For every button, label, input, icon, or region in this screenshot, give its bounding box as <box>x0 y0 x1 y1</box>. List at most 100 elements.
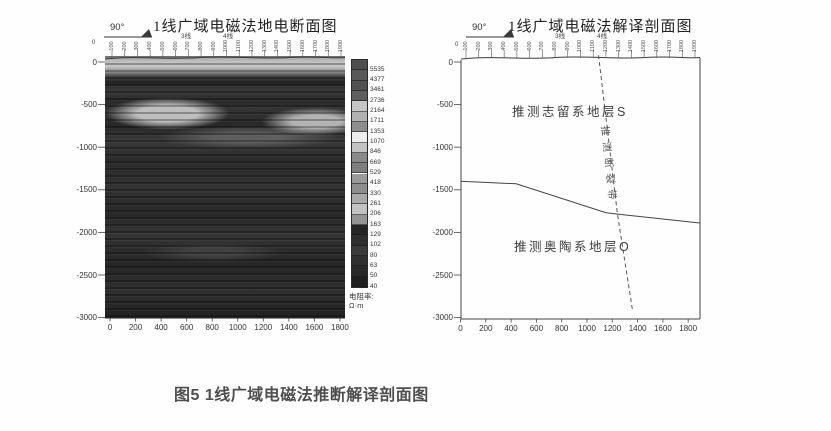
station-label: 1400 <box>274 39 281 53</box>
station-label: 300 <box>488 41 495 51</box>
right-azimuth-label: 90° <box>472 22 487 33</box>
station-label: 900 <box>210 41 217 51</box>
distance-label: 1400 <box>279 323 298 332</box>
distance-label: 1800 <box>679 324 698 333</box>
distance-label: 1000 <box>578 324 596 333</box>
depth-label: -2000 <box>432 227 453 237</box>
colorbar-cell <box>352 90 367 102</box>
station-label: 100 <box>463 41 469 51</box>
distance-label: 200 <box>128 323 143 332</box>
right-topo-profile-line <box>460 56 701 60</box>
distance-label: 0 <box>458 324 463 333</box>
distance-label: 600 <box>179 323 194 332</box>
colorbar-cell <box>352 121 367 133</box>
lower-formation-label: 推测奥陶系地层O <box>514 240 632 254</box>
depth-label: -3000 <box>432 313 453 323</box>
depth-label: -1500 <box>432 185 453 195</box>
colorbar-cell <box>352 111 367 122</box>
colorbar-value: 206 <box>370 210 381 218</box>
station-label: 100 <box>109 41 115 51</box>
left-azimuth-arrow-icon <box>104 29 152 38</box>
colorbar-cell <box>352 142 367 153</box>
distance-label: 400 <box>504 324 518 333</box>
colorbar-cell <box>352 276 367 287</box>
colorbar-value: 529 <box>370 169 381 176</box>
station-label: 1700 <box>312 39 319 53</box>
station-label: 1200 <box>602 39 609 53</box>
station-label: 500 <box>159 41 166 51</box>
station-label: 1200 <box>248 39 255 53</box>
station-label: 800 <box>552 41 559 51</box>
colorbar-value: 669 <box>370 158 381 166</box>
distance-label: 1000 <box>228 323 247 332</box>
station-label: 200 <box>121 41 128 51</box>
station-label: 1800 <box>325 39 332 53</box>
station-label: 1900 <box>691 39 698 53</box>
colorbar-value: 63 <box>370 261 378 269</box>
station-label: 1100 <box>590 40 597 52</box>
station-label: 1000 <box>577 39 584 53</box>
colorbar-cell <box>352 163 367 174</box>
upper-formation-label: 推测志留系地层S <box>512 105 628 119</box>
colorbar-cell <box>352 214 367 226</box>
left-azimuth-label: 90° <box>110 22 125 33</box>
distance-label: 600 <box>529 324 544 333</box>
station-label: 400 <box>501 41 508 51</box>
colorbar-value: 418 <box>370 179 381 187</box>
station-label: 700 <box>185 41 192 51</box>
station-label: 1600 <box>299 39 306 53</box>
right-panel-axes <box>460 58 701 320</box>
right-line3-label: 3线 <box>555 33 566 40</box>
distance-label: 0 <box>107 323 113 332</box>
colorbar-cell <box>352 183 367 195</box>
colorbar-cell <box>352 245 367 257</box>
distance-label: 1200 <box>603 324 622 333</box>
station-label: 1600 <box>653 39 660 53</box>
colorbar-value: 50 <box>370 272 378 280</box>
colorbar-value: 2736 <box>370 96 385 104</box>
station-label: 600 <box>526 41 533 51</box>
colorbar-value: 1070 <box>370 138 385 146</box>
colorbar-value: 330 <box>370 189 381 197</box>
right-origin-station-label: 0 <box>455 42 459 48</box>
station-label: 200 <box>475 41 482 51</box>
colorbar-cell <box>352 235 367 246</box>
distance-label: 200 <box>479 324 493 333</box>
right-line4-label: 4线 <box>597 33 608 40</box>
left-origin-station-label: 0 <box>92 40 96 46</box>
distance-label: 1800 <box>331 323 349 332</box>
right-panel-title: 1线广域电磁法解译剖面图 <box>508 19 693 35</box>
station-label: 500 <box>513 41 520 51</box>
distance-label: 1600 <box>653 324 672 333</box>
left-line4-label: 4线 <box>223 33 234 40</box>
right-azimuth-arrow-icon <box>466 29 514 38</box>
colorbar-cell <box>352 256 367 267</box>
depth-label: -1500 <box>76 185 97 195</box>
colorbar: 5535 4377 3461 2736 2164 1711 1353 1070 846 669 52… <box>351 59 384 290</box>
depth-label: -2000 <box>76 227 97 237</box>
colorbar-value: 4377 <box>370 76 385 84</box>
colorbar-value: 1353 <box>370 127 385 135</box>
colorbar-value: 846 <box>370 148 381 156</box>
colorbar-unit-title: 电阻率: <box>349 292 374 301</box>
depth-label: -500 <box>80 100 97 110</box>
depth-label: -1000 <box>432 142 453 152</box>
colorbar-value: 5535 <box>370 65 385 73</box>
left-topo-profile-line <box>104 56 346 60</box>
resistivity-section-image <box>105 56 345 318</box>
colorbar-value: 261 <box>370 199 381 207</box>
station-label: 1700 <box>666 39 673 53</box>
station-label: 1000 <box>223 39 230 53</box>
colorbar-value: 40 <box>370 282 378 290</box>
distance-label: 1200 <box>254 323 273 332</box>
station-label: 1300 <box>615 39 622 53</box>
station-label: 1800 <box>679 39 686 53</box>
colorbar-value: 129 <box>370 230 381 238</box>
station-label: 300 <box>134 41 141 51</box>
colorbar-cell <box>352 266 367 277</box>
station-label: 1500 <box>287 39 294 53</box>
colorbar-cell <box>352 173 367 184</box>
station-label: 1100 <box>236 40 243 52</box>
depth-label: 0 <box>448 57 453 67</box>
